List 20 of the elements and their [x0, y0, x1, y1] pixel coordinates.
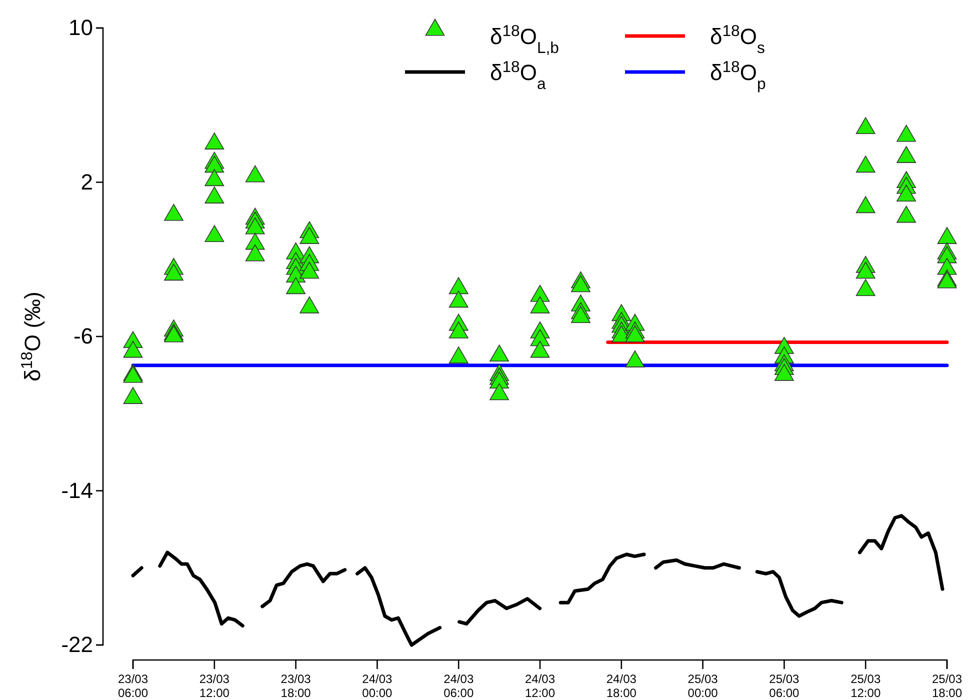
x-tick-label: 23/03 12:00 [199, 672, 230, 700]
y-tick-label: -6 [73, 324, 93, 349]
x-tick-label: 25/03 06:00 [769, 672, 800, 700]
x-tick-label: 24/03 00:00 [362, 672, 393, 700]
x-tick-label: 23/03 06:00 [118, 672, 148, 700]
x-tick-label: 23/03 18:00 [280, 672, 312, 700]
y-tick-label: -14 [61, 478, 93, 503]
legend-label: δ$^{18}$O$_{a}$ [490, 58, 546, 92]
legend-label: δ$^{18}$O$_{s}$ [710, 22, 765, 56]
legend-label: δ$^{18}$O$_{L,b}$ [490, 22, 560, 56]
x-tick-label: 24/03 18:00 [606, 672, 637, 700]
x-tick-label: 25/03 12:00 [850, 672, 881, 700]
x-tick-label: 24/03 12:00 [524, 672, 556, 700]
y-tick-label: -22 [61, 632, 93, 658]
y-tick-label: 2 [80, 169, 93, 194]
x-tick-label: 24/03 06:00 [444, 672, 474, 700]
x-tick-label: 25/03 00:00 [688, 672, 718, 700]
legend-label: δ$^{18}$O$_{p}$ [710, 58, 766, 92]
y-tick-label: 10 [68, 15, 93, 40]
x-tick-label: 25/03 18:00 [932, 672, 962, 700]
